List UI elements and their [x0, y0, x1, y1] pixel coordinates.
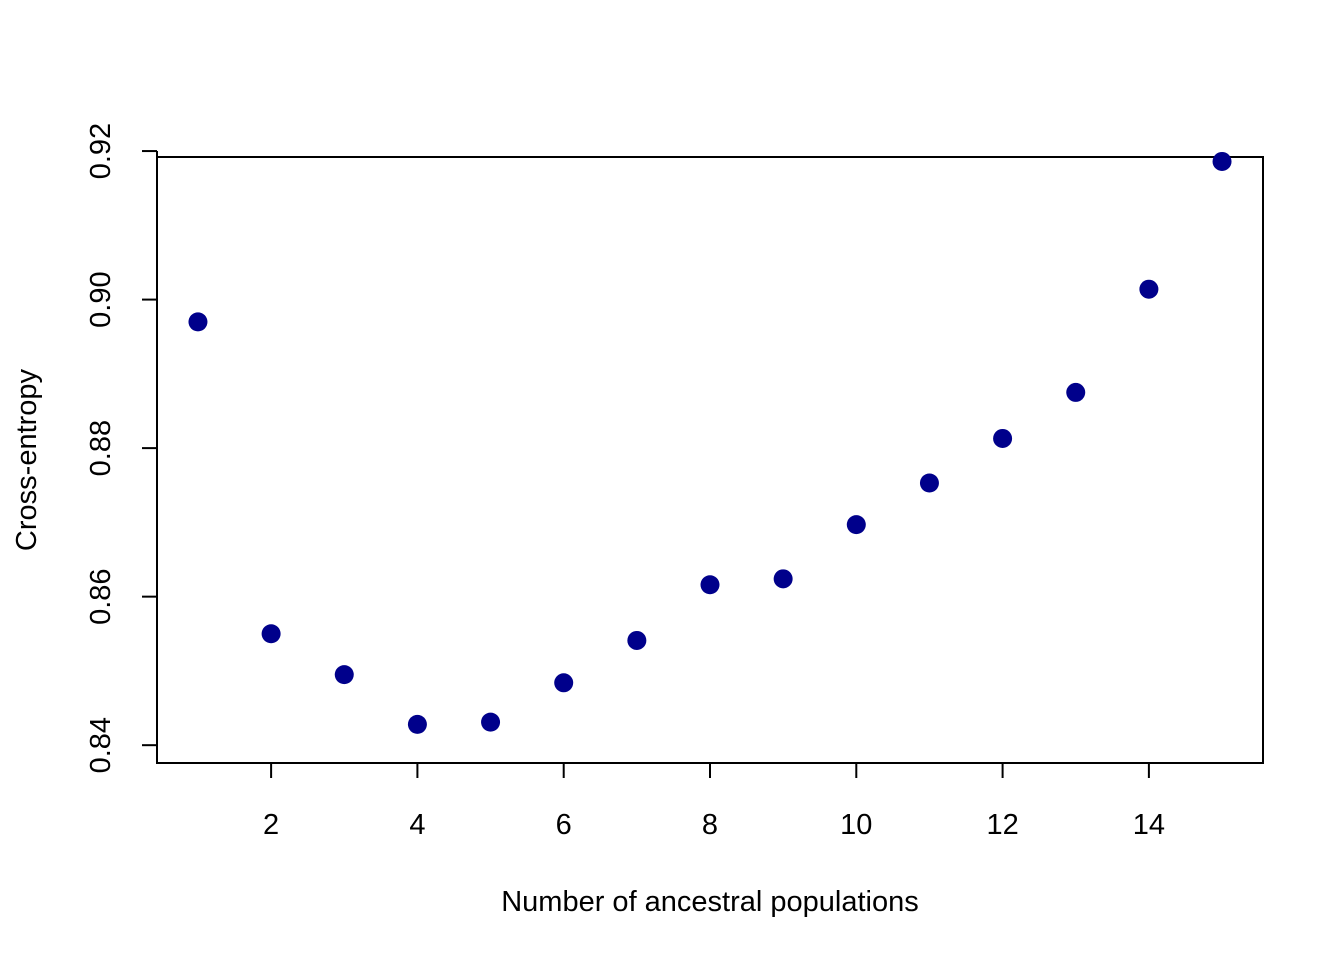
data-point — [627, 630, 647, 650]
plot-frame — [156, 156, 1264, 764]
data-point — [919, 473, 939, 493]
data-point — [1139, 279, 1159, 299]
data-point — [334, 665, 354, 685]
x-axis-title: Number of ancestral populations — [501, 886, 919, 918]
y-tick-label: 0.88 — [85, 420, 117, 476]
x-tick-label: 10 — [840, 809, 872, 841]
data-point — [700, 575, 720, 595]
x-tick-label: 12 — [986, 809, 1018, 841]
data-point — [481, 712, 501, 732]
data-point — [554, 673, 574, 693]
y-axis-title: Cross-entropy — [11, 368, 43, 551]
y-tick-label: 0.90 — [85, 271, 117, 327]
y-axis: 0.84 0.86 0.88 0.90 0.92 — [85, 123, 158, 773]
x-tick-label: 8 — [702, 809, 718, 841]
x-axis: 2 4 6 8 10 12 14 — [263, 762, 1165, 841]
y-tick-label: 0.92 — [85, 123, 117, 179]
data-point — [773, 569, 793, 589]
data-point — [993, 428, 1013, 448]
data-point — [407, 714, 427, 734]
data-point — [1066, 382, 1086, 402]
y-tick-label: 0.86 — [85, 568, 117, 624]
data-point — [188, 312, 208, 332]
data-points — [188, 151, 1232, 734]
x-tick-label: 6 — [556, 809, 572, 841]
x-tick-label: 4 — [409, 809, 425, 841]
data-point — [1212, 151, 1232, 171]
x-tick-label: 14 — [1133, 809, 1165, 841]
x-tick-label: 2 — [263, 809, 279, 841]
data-point — [261, 624, 281, 644]
data-point — [846, 515, 866, 535]
y-tick-label: 0.84 — [85, 717, 117, 773]
